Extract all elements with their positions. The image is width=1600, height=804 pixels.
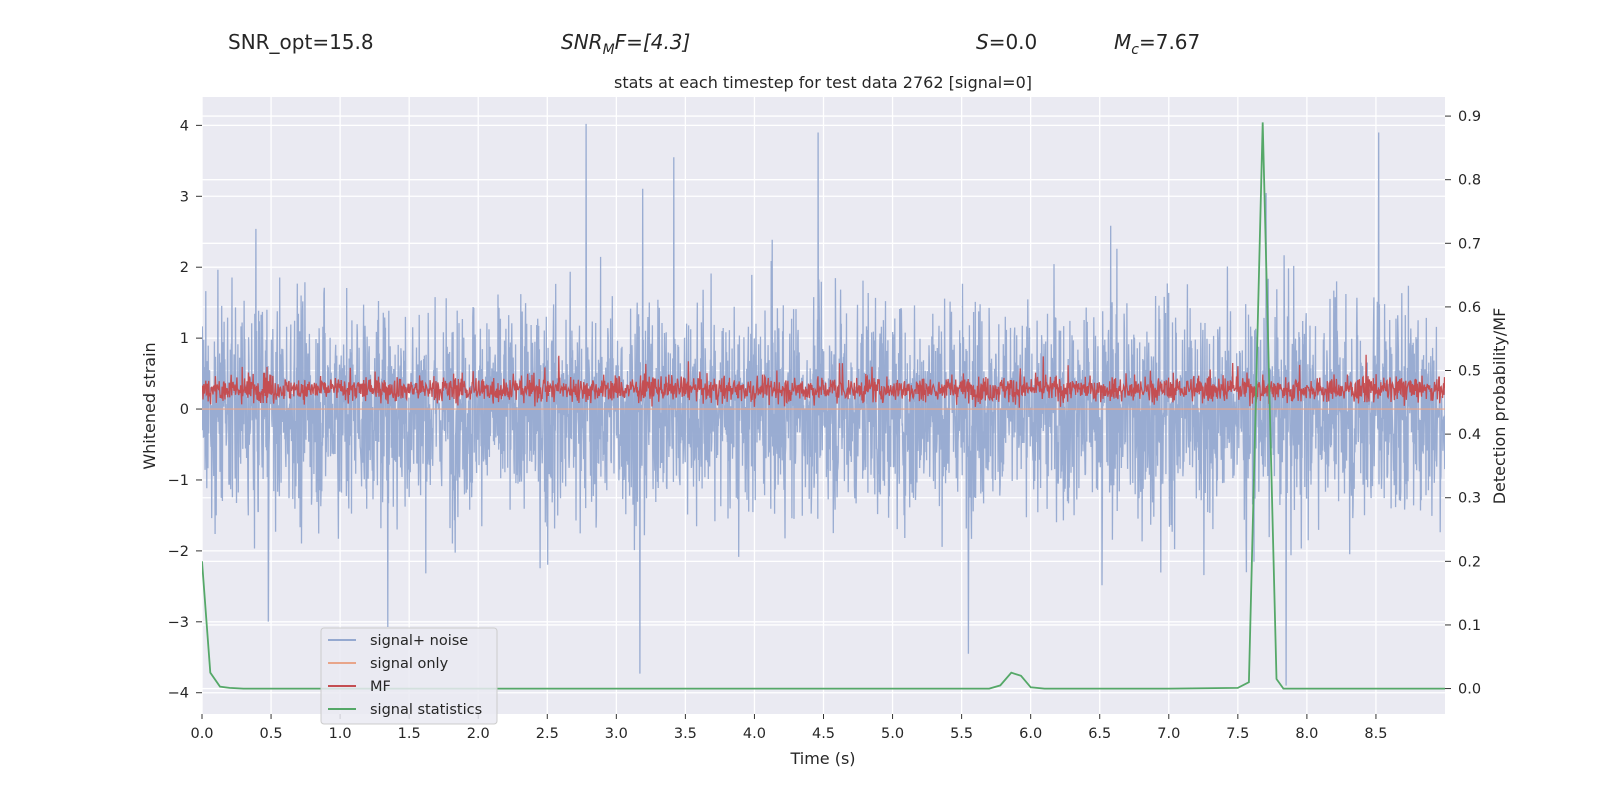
y-axis-right-label: Detection probability/MF (1490, 308, 1509, 505)
y-left-tick-label-3: 1 (180, 331, 189, 347)
x-tick-label-11: 5.5 (950, 726, 973, 742)
x-tick-label-1: 0.5 (260, 726, 283, 742)
x-tick-label-10: 5.0 (881, 726, 904, 742)
x-tick-label-2: 1.0 (329, 726, 352, 742)
snr-mf-rest: F=[4.3] (615, 30, 691, 54)
y-axis-left-label: Whitened strain (140, 342, 159, 469)
x-tick-label-9: 4.5 (812, 726, 835, 742)
x-tick-label-13: 6.5 (1088, 726, 1111, 742)
series-signal-statistics (202, 122, 1445, 690)
x-tick-label-8: 4.0 (743, 726, 766, 742)
x-tick-label-0: 0.0 (190, 726, 213, 742)
x-axis-ticks: 0.0 0.5 1.0 1.5 2.0 2.5 3.0 3.5 4.0 4.5 5.0 5.5 6.0 6… (190, 714, 1387, 742)
legend-label-signal-noise: signal+ noise (370, 633, 468, 649)
legend-label-mf: MF (370, 679, 391, 695)
x-tick-label-15: 7.5 (1226, 726, 1249, 742)
y-right-tick-label-7: 0.2 (1458, 554, 1481, 570)
series-layer (202, 122, 1445, 690)
header-annotations: SNR_opt=15.8 SNRMF=[4.3] S=0.0 Mc=7.67 (228, 30, 1200, 58)
x-tick-label-6: 3.0 (605, 726, 628, 742)
y-right-tick-label-2: 0.7 (1458, 236, 1481, 252)
mc-var: M (1114, 30, 1131, 54)
s-value: =0.0 (989, 30, 1038, 54)
y-right-tick-label-8: 0.1 (1458, 618, 1481, 634)
y-right-tick-label-4: 0.5 (1458, 364, 1481, 380)
y-right-tick-label-5: 0.4 (1458, 427, 1481, 443)
snr-mf-text: SNRMF=[4.3] (561, 30, 690, 58)
y-right-tick-label-3: 0.6 (1458, 300, 1481, 316)
y-axis-right-ticks: 0.9 0.8 0.7 0.6 0.5 0.4 0.3 0.2 0.1 0.0 (1445, 109, 1481, 698)
snr-mf-sub: M (603, 42, 615, 58)
x-tick-label-7: 3.5 (674, 726, 697, 742)
x-tick-label-16: 8.0 (1295, 726, 1318, 742)
s-var: S (976, 30, 989, 54)
y-left-tick-label-1: 3 (180, 189, 189, 205)
series-mf (202, 354, 1445, 408)
x-tick-label-4: 2.0 (467, 726, 490, 742)
y-right-tick-label-6: 0.3 (1458, 491, 1481, 507)
x-tick-label-5: 2.5 (536, 726, 559, 742)
x-tick-label-3: 1.5 (398, 726, 421, 742)
snr-opt-text: SNR_opt=15.8 (228, 30, 374, 54)
y-left-tick-label-0: 4 (180, 118, 189, 134)
legend-box (320, 627, 498, 725)
chart-title: stats at each timestep for test data 276… (614, 73, 1032, 92)
legend: signal+ noise signal only MF signal stat… (320, 627, 498, 725)
y-right-tick-label-9: 0.0 (1458, 682, 1481, 698)
y-left-tick-label-5: −1 (168, 473, 189, 489)
mc-value-text: Mc=7.67 (1114, 30, 1200, 58)
x-tick-label-12: 6.0 (1019, 726, 1042, 742)
y-axis-left-ticks: 4 3 2 1 0 −1 −2 −3 −4 (168, 118, 202, 702)
mc-value: =7.67 (1139, 30, 1200, 54)
snr-mf-base: SNR (561, 30, 603, 54)
s-value-text: S=0.0 (976, 30, 1037, 54)
y-left-tick-label-6: −2 (168, 544, 189, 560)
legend-label-signal-statistics: signal statistics (370, 702, 482, 718)
x-axis-label: Time (s) (789, 749, 855, 768)
y-left-tick-label-7: −3 (168, 615, 189, 631)
y-left-tick-label-8: −4 (168, 686, 189, 702)
y-left-tick-label-4: 0 (180, 402, 189, 418)
y-right-tick-label-0: 0.9 (1458, 109, 1481, 125)
y-right-tick-label-1: 0.8 (1458, 173, 1481, 189)
legend-label-signal-only: signal only (370, 656, 449, 672)
y-left-tick-label-2: 2 (180, 260, 189, 276)
x-tick-label-14: 7.0 (1157, 726, 1180, 742)
mc-sub: c (1131, 42, 1139, 58)
x-tick-label-17: 8.5 (1364, 726, 1387, 742)
